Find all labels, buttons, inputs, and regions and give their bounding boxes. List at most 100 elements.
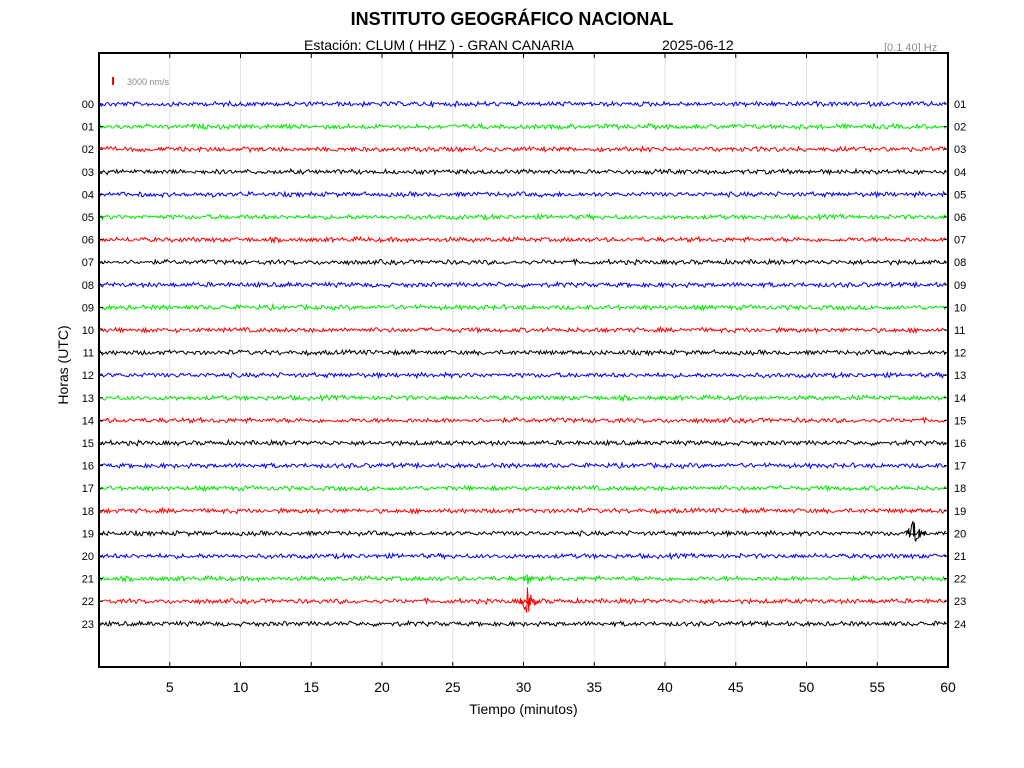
event-group [519, 520, 927, 613]
y-tick-label-right: 24 [954, 619, 966, 631]
y-tick-label-right: 07 [954, 235, 966, 247]
trace-hour-18 [99, 506, 947, 515]
y-tick-label-left: 06 [82, 235, 94, 247]
y-tick-label-left: 12 [82, 370, 94, 382]
event-burst [905, 520, 927, 543]
x-tick-label: 15 [303, 679, 319, 695]
trace-hour-09 [100, 302, 947, 312]
trace-hour-02 [99, 145, 947, 154]
y-tick-label-right: 06 [954, 212, 966, 224]
trace-hour-03 [99, 167, 947, 176]
y-tick-label-left: 09 [82, 302, 94, 314]
y-tick-label-left: 04 [82, 189, 94, 201]
x-tick-label: 55 [869, 679, 885, 695]
x-axis-label: Tiempo (minutos) [469, 701, 577, 717]
x-tick-label: 25 [445, 679, 461, 695]
trace-hour-04 [99, 190, 947, 199]
filter-label: [0.1 40] Hz [884, 42, 938, 54]
date-label: 2025-06-12 [662, 37, 734, 53]
trace-hour-19 [99, 529, 947, 538]
trace-hour-05 [99, 212, 947, 222]
x-tick-label: 40 [657, 679, 673, 695]
trace-hour-06 [99, 235, 947, 245]
y-tick-label-left: 21 [82, 574, 94, 586]
event-burst [519, 587, 541, 613]
scale-bar [112, 77, 114, 85]
trace-hour-20 [99, 551, 947, 561]
station-label: Estación: CLUM ( HHZ ) - GRAN CANARIA [304, 37, 574, 53]
y-tick-label-right: 21 [954, 551, 966, 563]
x-tick-label: 60 [940, 679, 956, 695]
x-tick-label: 50 [799, 679, 815, 695]
scale-label: 3000 nm/s [127, 77, 170, 87]
y-tick-label-left: 18 [82, 506, 94, 518]
x-tick-label: 35 [586, 679, 602, 695]
y-tick-label-right: 09 [954, 280, 966, 292]
x-tick-label: 45 [728, 679, 744, 695]
trace-hour-17 [99, 484, 947, 493]
y-tick-label-left: 16 [82, 461, 94, 473]
y-tick-label-left: 10 [82, 325, 94, 337]
y-tick-label-right: 19 [954, 506, 966, 518]
y-tick-label-left: 19 [82, 528, 94, 540]
trace-hour-07 [99, 257, 947, 267]
y-tick-label-left: 17 [82, 483, 94, 495]
trace-hour-12 [99, 371, 947, 380]
y-tick-label-right: 03 [954, 144, 966, 156]
y-tick-label-left: 23 [82, 619, 94, 631]
trace-group [99, 99, 947, 628]
trace-hour-00 [99, 99, 947, 109]
y-tick-label-right: 18 [954, 483, 966, 495]
x-tick-label: 30 [516, 679, 532, 695]
x-tick-label: 5 [166, 679, 174, 695]
y-tick-label-left: 14 [82, 415, 94, 427]
y-tick-label-left: 13 [82, 393, 94, 405]
y-tick-label-left: 11 [83, 348, 94, 360]
y-tick-label-right: 23 [954, 596, 966, 608]
y-tick-label-left: 02 [82, 144, 94, 156]
trace-hour-16 [99, 461, 947, 470]
trace-hour-13 [99, 393, 947, 403]
y-tick-label-left: 03 [82, 167, 94, 179]
y-tick-label-left: 07 [82, 257, 94, 269]
x-tick-label: 20 [374, 679, 390, 695]
y-tick-label-left: 01 [82, 122, 94, 134]
grid-lines [169, 53, 878, 667]
trace-hour-23 [99, 619, 947, 628]
trace-hour-14 [99, 416, 947, 425]
y-tick-label-left: 08 [82, 280, 94, 292]
y-tick-label-right: 15 [954, 415, 966, 427]
y-tick-label-right: 13 [954, 370, 966, 382]
y-tick-label-right: 12 [954, 348, 966, 360]
y-tick-label-left: 20 [82, 551, 94, 563]
y-tick-label-right: 17 [954, 461, 966, 473]
trace-hour-15 [99, 438, 947, 447]
trace-hour-22 [99, 596, 947, 606]
y-tick-label-left: 05 [82, 212, 94, 224]
y-tick-label-right: 08 [954, 257, 966, 269]
y-tick-label-right: 11 [954, 325, 965, 337]
trace-hour-21 [99, 574, 947, 584]
tick-group [99, 53, 949, 667]
y-tick-label-right: 01 [954, 99, 966, 111]
y-tick-label-right: 10 [954, 302, 966, 314]
y-tick-label-right: 20 [954, 528, 966, 540]
x-tick-label: 10 [233, 679, 249, 695]
label-group: 00 01 01 02 02 03 03 04 04 05 05 06 06 07 07 08 08 09 09 10… [55, 77, 966, 717]
y-tick-label-left: 22 [82, 596, 94, 608]
trace-hour-11 [99, 348, 947, 357]
y-tick-label-right: 04 [954, 167, 966, 179]
y-tick-label-left: 00 [82, 99, 94, 111]
y-tick-label-left: 15 [82, 438, 94, 450]
y-tick-label-right: 14 [954, 393, 966, 405]
event-burst [523, 573, 534, 585]
page-title: INSTITUTO GEOGRÁFICO NACIONAL [350, 9, 674, 29]
y-tick-label-right: 16 [954, 438, 966, 450]
y-axis-label: Horas (UTC) [55, 325, 71, 404]
y-tick-label-right: 22 [954, 574, 966, 586]
trace-hour-08 [99, 280, 947, 289]
y-tick-label-right: 02 [954, 122, 966, 134]
y-tick-label-right: 05 [954, 189, 966, 201]
trace-hour-01 [99, 122, 947, 131]
